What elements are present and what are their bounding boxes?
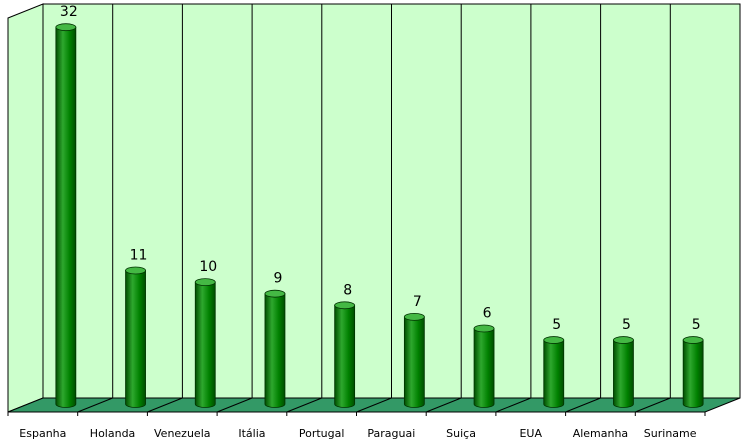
bar-body (125, 270, 146, 408)
x-tick-label: Paraguai (367, 427, 415, 440)
floor-line (147, 397, 183, 413)
x-tick-label: Suriname (644, 427, 697, 440)
data-label: 9 (273, 271, 282, 287)
bar (264, 289, 286, 408)
bar-cap (682, 336, 704, 344)
bar (682, 336, 704, 408)
bar (613, 336, 634, 408)
bar-body (55, 26, 77, 408)
bar-cap (473, 324, 495, 333)
x-tick-label: Alemanha (573, 427, 629, 440)
x-tick-labels: Espanha Holanda Venezuela Itália Portugal Par… (19, 427, 696, 440)
bar-body (473, 328, 495, 408)
bar-cap (403, 312, 425, 321)
bar (55, 23, 77, 408)
bar (334, 301, 356, 408)
data-label: 7 (413, 294, 422, 310)
floor-line (356, 397, 392, 413)
floor-line (426, 397, 462, 413)
floor-line (635, 397, 671, 413)
data-labels: 32 11 10 9 8 7 6 5 5 5 (60, 4, 701, 333)
x-tick-label: EUA (519, 427, 542, 440)
data-label: 11 (130, 248, 148, 264)
floor-line (77, 397, 113, 413)
data-label: 5 (552, 317, 561, 333)
floor-line (495, 397, 532, 413)
side-wall (7, 3, 44, 413)
x-tick-label: Espanha (19, 427, 66, 440)
x-tick-label: Suiça (446, 427, 476, 440)
bar-cap (194, 278, 216, 287)
x-tick-label: Itália (238, 427, 265, 440)
x-tick-label: Portugal (299, 427, 345, 440)
bar-cap (125, 266, 146, 275)
bar-body (613, 339, 634, 408)
bars (55, 23, 704, 408)
x-tick-label: Holanda (90, 427, 136, 440)
bar-cap (613, 336, 634, 344)
bar-body (682, 339, 704, 408)
bar-body (194, 281, 216, 408)
bar-body (543, 339, 565, 408)
floor-line (286, 397, 322, 413)
bar-cap (264, 289, 286, 298)
data-label: 5 (692, 317, 701, 333)
bar-cap (55, 23, 77, 32)
bar (125, 266, 146, 408)
bar-cap (543, 336, 565, 344)
bar (194, 278, 216, 408)
floor-line (565, 397, 601, 413)
data-label: 6 (483, 305, 492, 321)
bar-cap (334, 301, 356, 310)
gridlines (7, 4, 706, 416)
bar (403, 312, 425, 408)
data-label: 32 (60, 4, 78, 20)
bar-body (334, 304, 356, 408)
floor-line (216, 397, 253, 413)
bar-body (403, 316, 425, 408)
data-label: 8 (343, 282, 352, 298)
data-label: 10 (199, 259, 217, 275)
bar (543, 336, 565, 408)
x-tick-label: Venezuela (154, 427, 211, 440)
bar (473, 324, 495, 408)
data-label: 5 (622, 317, 631, 333)
bar-body (264, 293, 286, 408)
